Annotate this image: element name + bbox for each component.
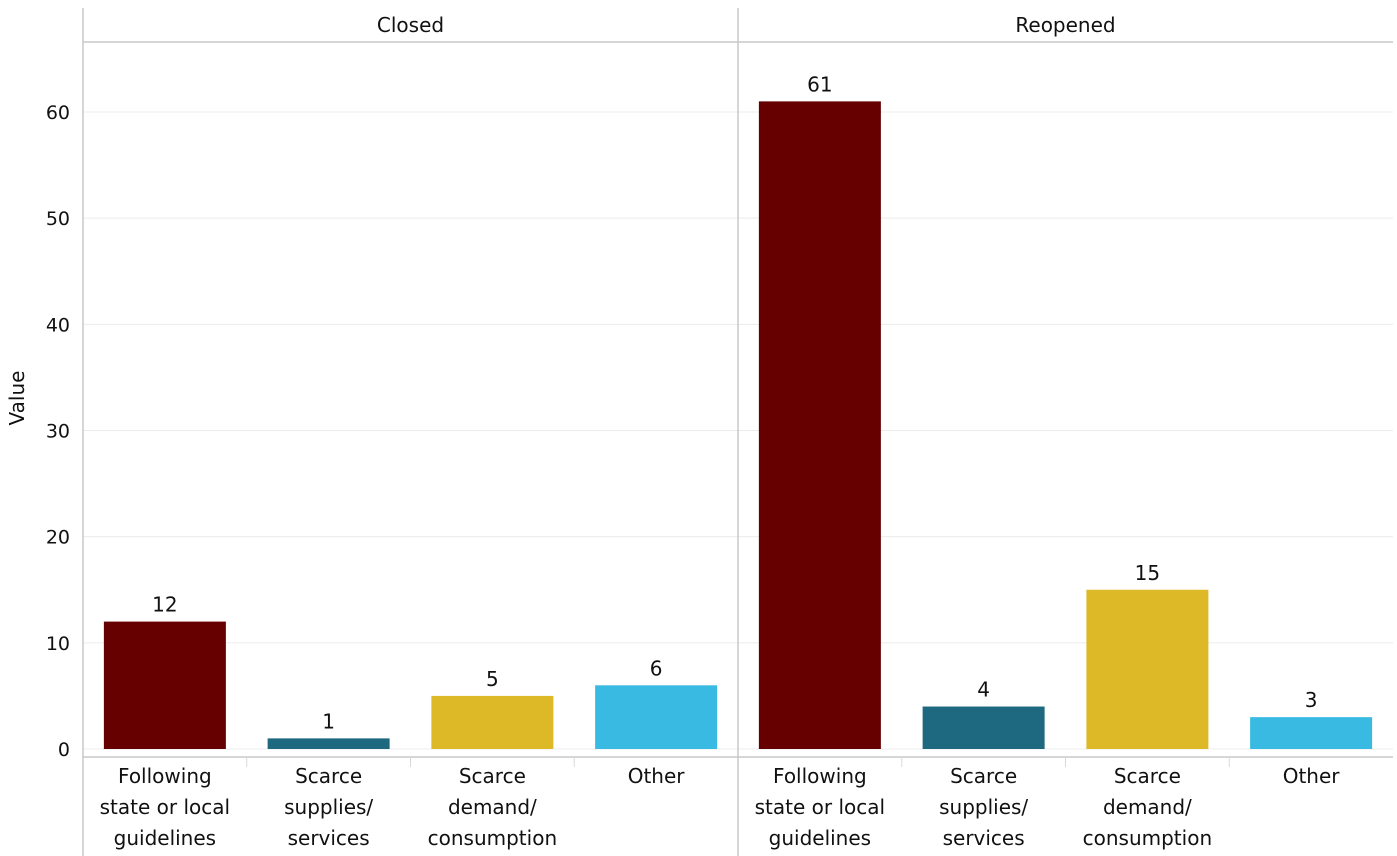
bar xyxy=(1250,717,1373,749)
bar xyxy=(595,685,718,749)
x-tick-label: Following state or local guidelines xyxy=(755,764,885,850)
x-tick-label-line: demand/ xyxy=(448,795,537,819)
data-label: 5 xyxy=(486,667,499,691)
y-tick-label: 0 xyxy=(58,739,70,761)
x-tick-label-line: supplies/ xyxy=(939,795,1028,819)
bar xyxy=(922,706,1045,749)
x-tick-label-line: demand/ xyxy=(1103,795,1192,819)
x-tick-label: Following state or local guidelines xyxy=(100,764,230,850)
y-tick-label: 10 xyxy=(46,633,70,655)
x-tick-label: Scarce supplies/services xyxy=(284,764,373,850)
data-label: 1 xyxy=(322,709,335,733)
data-label: 61 xyxy=(807,72,832,96)
bar xyxy=(267,738,390,749)
x-tick-label-line: Other xyxy=(1283,764,1341,788)
axis-layer xyxy=(82,8,1393,856)
bar-layer xyxy=(103,101,1373,750)
bar xyxy=(431,695,554,749)
x-tick-label-line: services xyxy=(943,826,1025,850)
x-tick-label: Scarce supplies/services xyxy=(939,764,1028,850)
x-tick-label-line: Scarce xyxy=(1114,764,1181,788)
x-tick-label-line: Scarce xyxy=(459,764,526,788)
x-tick-label: Scarce demand/consumption xyxy=(1083,764,1213,850)
x-tick-label-line: consumption xyxy=(428,826,558,850)
x-tick-label-line: state or local xyxy=(100,795,230,819)
x-tick-label-line: Other xyxy=(628,764,686,788)
data-label: 15 xyxy=(1135,561,1160,585)
data-label: 3 xyxy=(1305,688,1318,712)
x-tick-label-line: guidelines xyxy=(114,826,216,850)
bar xyxy=(1086,589,1209,749)
x-tick-label: Other xyxy=(628,764,686,788)
x-tick-label: Scarce demand/consumption xyxy=(428,764,558,850)
data-label: 4 xyxy=(977,678,990,702)
y-axis-title: Value xyxy=(5,371,29,426)
data-label: 12 xyxy=(152,593,177,617)
x-tick-label-line: Following xyxy=(118,764,212,788)
x-tick-label-line: supplies/ xyxy=(284,795,373,819)
y-tick-label: 30 xyxy=(46,421,70,443)
y-tick-label: 40 xyxy=(46,314,70,336)
x-tick-label-line: state or local xyxy=(755,795,885,819)
bar xyxy=(103,621,226,749)
y-tick-label: 50 xyxy=(46,208,70,230)
x-tick-label-line: Following xyxy=(773,764,867,788)
panel-title: Closed xyxy=(377,13,444,37)
y-tick-label: 60 xyxy=(46,102,70,124)
y-tick-label: 20 xyxy=(46,527,70,549)
x-tick-label-line: consumption xyxy=(1083,826,1213,850)
x-tick-label-line: Scarce xyxy=(295,764,362,788)
x-tick-label: Other xyxy=(1283,764,1341,788)
bar xyxy=(758,101,881,750)
x-tick-label-line: guidelines xyxy=(769,826,871,850)
label-layer: 0 10 20 30 40 50 60 Closed 12 Following state or l… xyxy=(46,13,1340,850)
data-label: 6 xyxy=(650,656,663,680)
panel-title: Reopened xyxy=(1015,13,1115,37)
x-tick-label-line: Scarce xyxy=(950,764,1017,788)
x-tick-label-line: services xyxy=(288,826,370,850)
